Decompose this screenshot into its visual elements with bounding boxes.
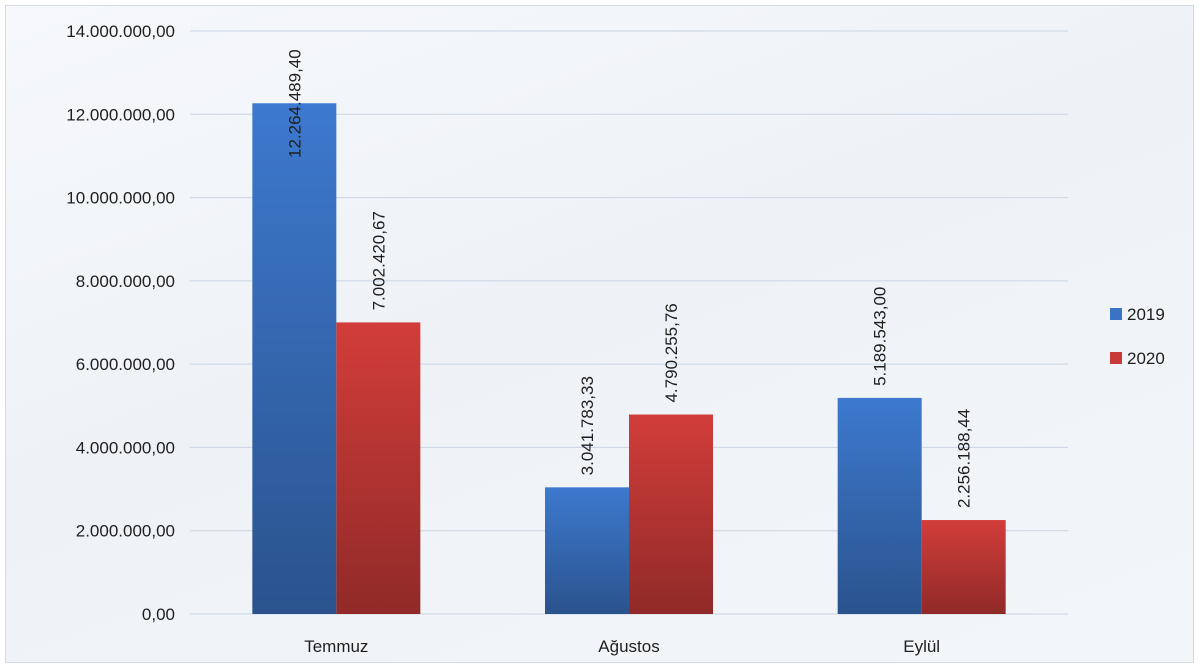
- bar-2019-Ağustos: [545, 487, 629, 614]
- x-tick-label: Temmuz: [304, 637, 368, 656]
- legend-label-2020: 2020: [1127, 349, 1165, 368]
- bar-2020-Ağustos: [629, 414, 713, 614]
- data-label: 5.189.543,00: [871, 287, 890, 386]
- bar-2019-Eylül: [837, 397, 922, 614]
- data-label: 4.790.255,76: [662, 303, 681, 402]
- legend-swatch-2020: [1110, 352, 1122, 364]
- x-axis-tick-labels: Temmuz Ağustos Eylül: [304, 637, 940, 656]
- bar-2020-Eylül: [921, 520, 1006, 614]
- data-label: 2.256.188,44: [955, 409, 974, 508]
- y-tick-label: 0,00: [142, 605, 175, 624]
- legend: 2019 2020: [1110, 305, 1165, 368]
- x-tick-label: Eylül: [903, 637, 940, 656]
- x-tick-label: Ağustos: [598, 637, 659, 656]
- bar-2020-Temmuz: [336, 322, 421, 614]
- bars: [252, 103, 1006, 615]
- y-tick-label: 14.000.000,00: [66, 22, 175, 41]
- y-tick-label: 4.000.000,00: [76, 438, 175, 457]
- y-tick-label: 10.000.000,00: [66, 189, 175, 208]
- data-label: 3.041.783,33: [578, 376, 597, 475]
- y-tick-label: 12.000.000,00: [66, 105, 175, 124]
- data-labels: 12.264.489,40 7.002.420,67 3.041.783,33 4.7…: [285, 49, 973, 508]
- legend-label-2019: 2019: [1127, 305, 1165, 324]
- data-label: 12.264.489,40: [285, 49, 304, 158]
- legend-swatch-2019: [1110, 308, 1122, 320]
- y-tick-label: 2.000.000,00: [76, 522, 175, 541]
- y-tick-label: 8.000.000,00: [76, 272, 175, 291]
- y-tick-label: 6.000.000,00: [76, 355, 175, 374]
- bar-2019-Temmuz: [252, 103, 337, 615]
- y-axis-tick-labels: 0,00 2.000.000,00 4.000.000,00 6.000.000,00…: [66, 22, 175, 624]
- data-label: 7.002.420,67: [369, 211, 388, 310]
